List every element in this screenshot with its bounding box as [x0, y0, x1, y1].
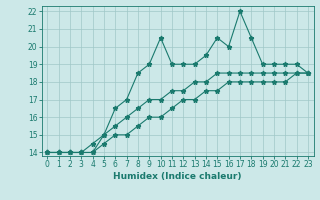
- X-axis label: Humidex (Indice chaleur): Humidex (Indice chaleur): [113, 172, 242, 181]
